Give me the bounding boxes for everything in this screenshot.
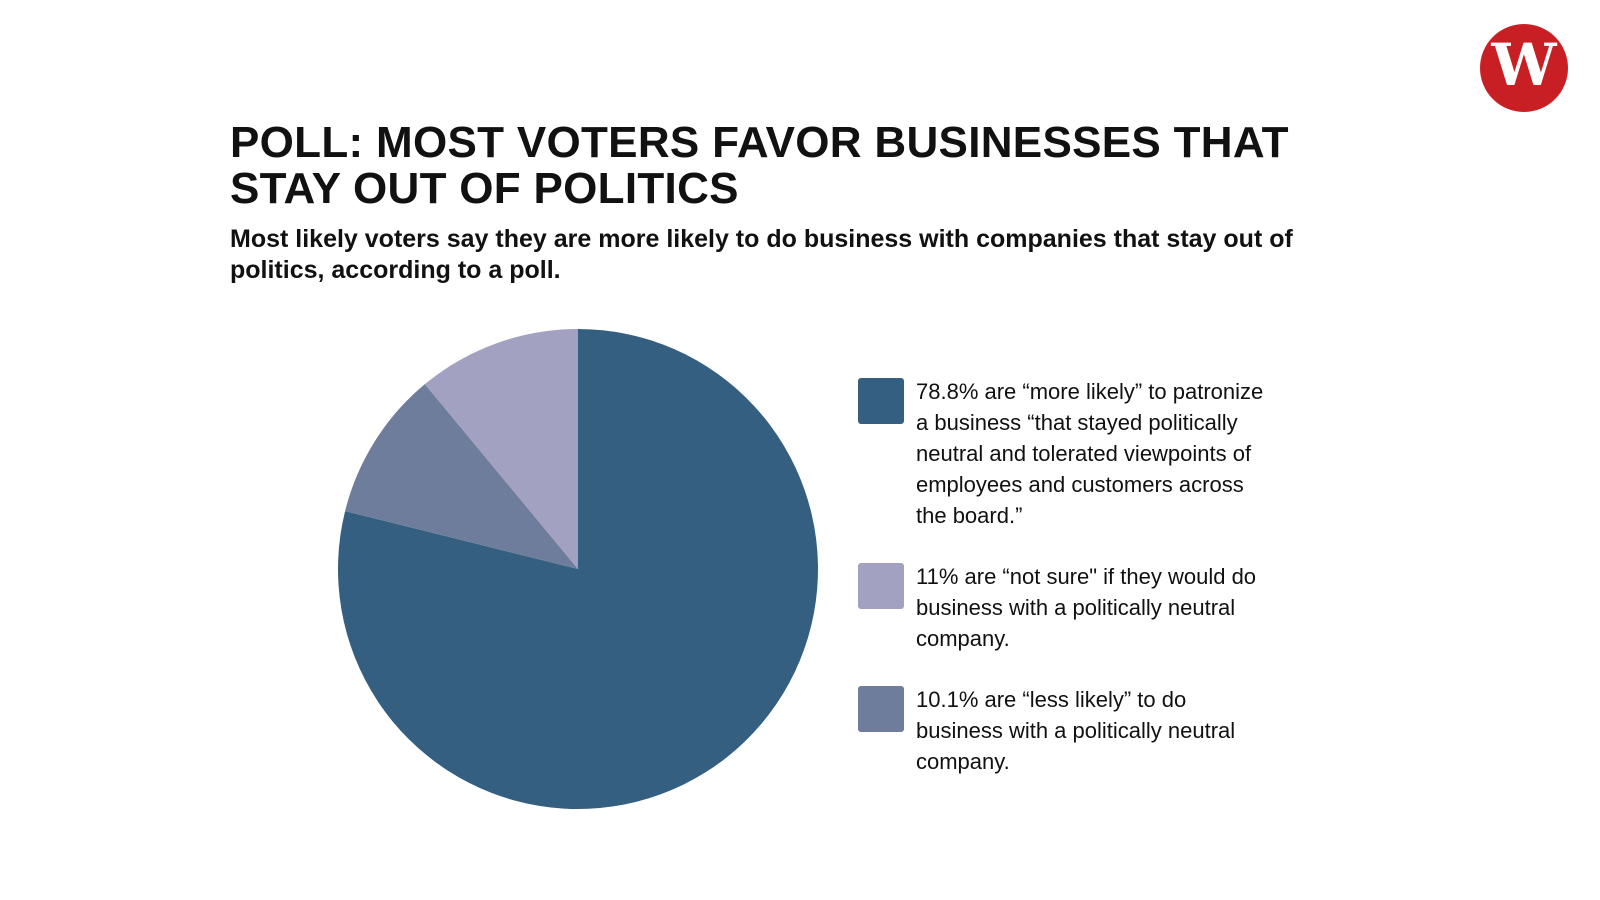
pie-slice-less-likely	[345, 384, 578, 569]
pie-slice-more-likely	[337, 329, 818, 809]
chart-legend: 78.8% are “more likely” to patronize a b…	[858, 376, 1278, 807]
pie-chart	[330, 321, 826, 817]
legend-label-more-likely: 78.8% are “more likely” to patronize a b…	[916, 379, 1264, 528]
chart-subtitle: Most likely voters say they are more lik…	[230, 225, 1293, 284]
legend-label-not-sure: 11% are “not sure" if they would do busi…	[916, 564, 1257, 651]
legend-item-more-likely: 78.8% are “more likely” to patronize a b…	[858, 376, 1278, 531]
chart-title: POLL: MOST VOTERS FAVOR BUSINESSES THAT …	[230, 118, 1289, 213]
pie-chart-svg	[337, 329, 818, 809]
legend-label-less-likely: 10.1% are “less likely” to do business w…	[916, 687, 1236, 774]
legend-item-less-likely: 10.1% are “less likely” to do business w…	[858, 684, 1278, 777]
publisher-logo: W	[1480, 24, 1568, 112]
pie-slice-not-sure	[424, 329, 578, 569]
legend-swatch-less-likely	[858, 686, 904, 732]
logo-letter: W	[1491, 31, 1557, 99]
legend-item-not-sure: 11% are “not sure" if they would do busi…	[858, 561, 1278, 654]
legend-swatch-not-sure	[858, 563, 904, 609]
legend-swatch-more-likely	[858, 378, 904, 424]
